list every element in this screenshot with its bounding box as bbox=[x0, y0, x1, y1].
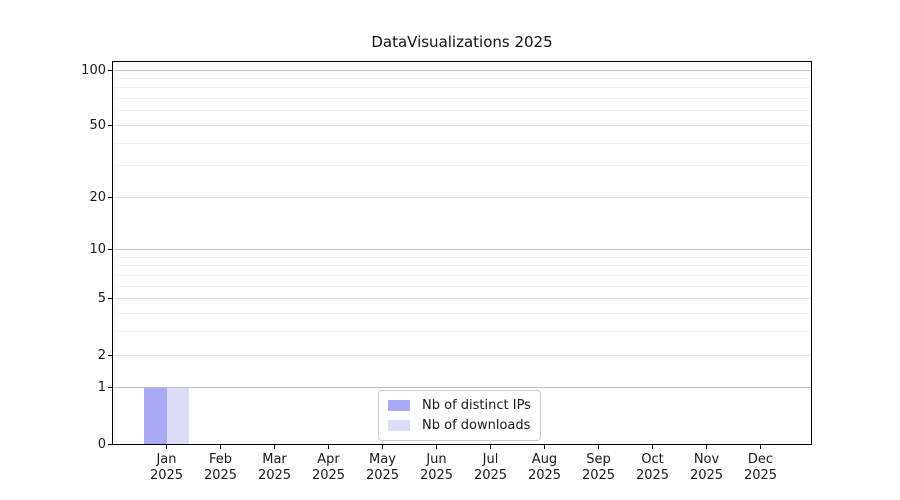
x-tick-aug bbox=[544, 445, 545, 449]
legend-item-1: Nb of distinct IPs bbox=[388, 398, 531, 413]
x-tick-label-jun: Jun 2025 bbox=[419, 452, 454, 483]
y-tick-100 bbox=[108, 69, 112, 71]
x-tick-apr bbox=[328, 445, 329, 449]
x-tick-label-oct: Oct 2025 bbox=[635, 452, 670, 483]
gridline-20 bbox=[113, 196, 811, 198]
x-tick-label-may: May 2025 bbox=[365, 452, 400, 483]
bar-jan-series1 bbox=[144, 387, 167, 444]
x-tick-label-jul: Jul 2025 bbox=[473, 452, 508, 483]
chart-title: DataVisualizations 2025 bbox=[371, 33, 553, 51]
y-tick-label-100: 100 bbox=[81, 62, 106, 78]
gridline-90 bbox=[113, 77, 811, 79]
gridline-40 bbox=[113, 142, 811, 144]
x-tick-label-aug: Aug 2025 bbox=[527, 452, 562, 483]
x-tick-dec bbox=[760, 445, 761, 449]
plot-area: Nb of distinct IPs Nb of downloads bbox=[112, 61, 812, 445]
gridline-3 bbox=[113, 331, 811, 333]
gridline-100 bbox=[113, 69, 811, 71]
y-tick-10 bbox=[108, 249, 112, 251]
legend-label-2: Nb of downloads bbox=[422, 418, 531, 433]
x-tick-feb bbox=[220, 445, 221, 449]
x-tick-jul bbox=[490, 445, 491, 449]
y-tick-2 bbox=[108, 354, 112, 356]
y-tick-label-20: 20 bbox=[89, 189, 106, 205]
x-tick-jan bbox=[166, 445, 167, 449]
gridline-80 bbox=[113, 87, 811, 89]
gridline-9 bbox=[113, 256, 811, 258]
gridline-2 bbox=[113, 354, 811, 356]
gridline-10 bbox=[113, 249, 811, 251]
gridline-5 bbox=[113, 298, 811, 300]
y-tick-5 bbox=[108, 298, 112, 300]
x-tick-label-sep: Sep 2025 bbox=[581, 452, 616, 483]
y-tick-20 bbox=[108, 196, 112, 198]
gridline-1 bbox=[113, 387, 811, 389]
y-tick-label-5: 5 bbox=[97, 291, 106, 307]
y-tick-label-0: 0 bbox=[97, 436, 106, 452]
x-tick-jun bbox=[436, 445, 437, 449]
gridline-8 bbox=[113, 265, 811, 267]
x-tick-mar bbox=[274, 445, 275, 449]
y-tick-label-10: 10 bbox=[89, 242, 106, 258]
y-tick-label-1: 1 bbox=[97, 380, 106, 396]
x-tick-label-apr: Apr 2025 bbox=[311, 452, 346, 483]
x-tick-label-nov: Nov 2025 bbox=[689, 452, 724, 483]
legend-swatch-2 bbox=[388, 420, 410, 431]
x-tick-nov bbox=[706, 445, 707, 449]
y-tick-label-50: 50 bbox=[89, 117, 106, 133]
y-tick-label-2: 2 bbox=[97, 347, 106, 363]
bar-jan-series2 bbox=[166, 387, 189, 444]
x-tick-oct bbox=[652, 445, 653, 449]
gridline-6 bbox=[113, 285, 811, 287]
legend-label-1: Nb of distinct IPs bbox=[422, 398, 531, 413]
x-tick-label-jan: Jan 2025 bbox=[149, 452, 184, 483]
gridline-7 bbox=[113, 275, 811, 276]
gridline-60 bbox=[113, 110, 811, 112]
legend-item-2: Nb of downloads bbox=[388, 418, 531, 433]
y-tick-50 bbox=[108, 124, 112, 126]
gridline-30 bbox=[113, 165, 811, 167]
x-tick-label-feb: Feb 2025 bbox=[203, 452, 238, 483]
y-tick-1 bbox=[108, 387, 112, 389]
legend: Nb of distinct IPs Nb of downloads bbox=[378, 390, 541, 441]
gridline-70 bbox=[113, 98, 811, 100]
x-tick-may bbox=[382, 445, 383, 449]
x-tick-label-mar: Mar 2025 bbox=[257, 452, 292, 483]
y-tick-0 bbox=[108, 443, 112, 445]
legend-swatch-1 bbox=[388, 400, 410, 411]
x-tick-label-dec: Dec 2025 bbox=[743, 452, 778, 483]
x-tick-sep bbox=[598, 445, 599, 449]
gridline-4 bbox=[113, 313, 811, 315]
gridline-50 bbox=[113, 124, 811, 126]
